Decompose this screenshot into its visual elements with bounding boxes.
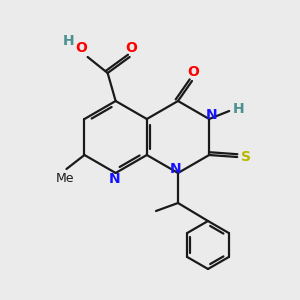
Text: N: N — [109, 172, 121, 186]
Text: O: O — [187, 65, 199, 79]
Text: N: N — [206, 108, 217, 122]
Text: O: O — [126, 41, 138, 55]
Text: Me: Me — [56, 172, 75, 184]
Text: H: H — [232, 102, 244, 116]
Text: O: O — [76, 41, 88, 55]
Text: N: N — [170, 162, 182, 176]
Text: S: S — [241, 150, 251, 164]
Text: H: H — [63, 34, 74, 48]
